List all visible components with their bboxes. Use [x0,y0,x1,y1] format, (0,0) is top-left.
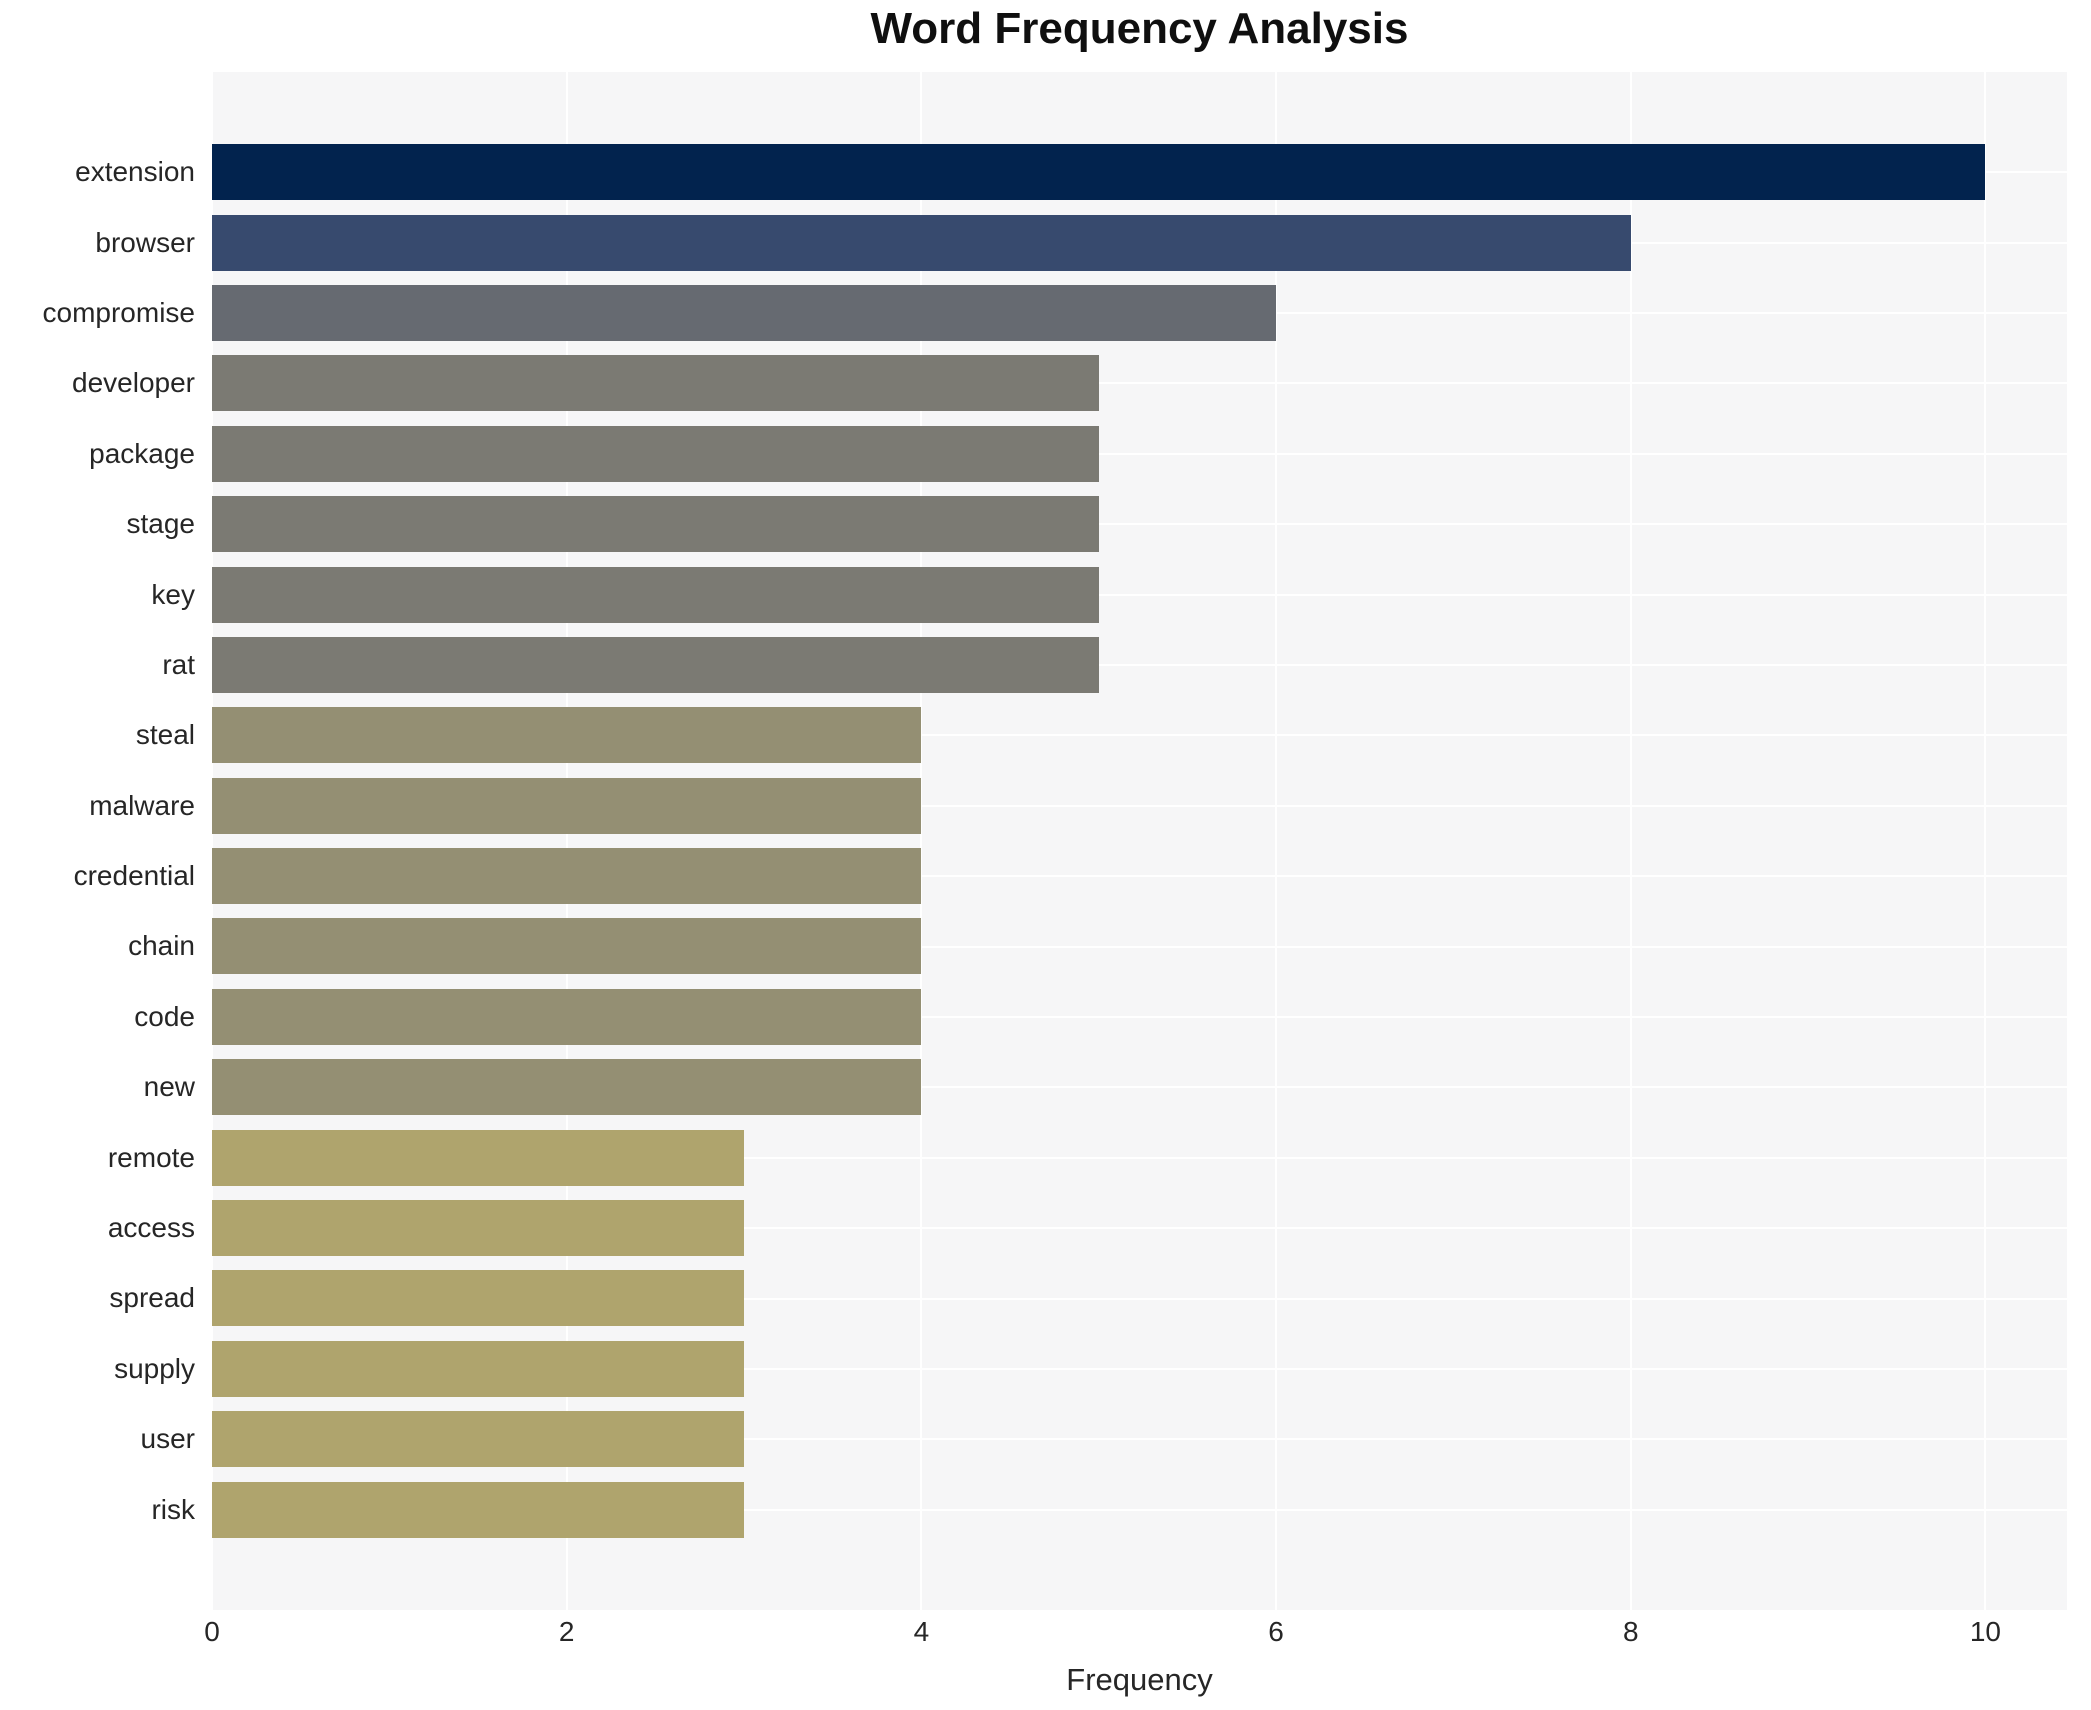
y-tick-label-developer: developer [72,367,195,399]
bar-row [212,207,2067,277]
horizontal-gridline [212,734,2067,737]
y-tick-label-spread: spread [109,1282,195,1314]
x-tick-label-4: 4 [913,1616,930,1647]
bar-malware [212,777,922,834]
y-tick-label-browser: browser [95,226,195,258]
y-tick-label-risk: risk [151,1493,195,1525]
horizontal-gridline [212,523,2067,526]
bar-supply [212,1340,745,1397]
bar-developer [212,355,1099,412]
horizontal-gridline [212,1086,2067,1089]
bar-new [212,1059,922,1116]
horizontal-gridline [212,1368,2067,1370]
bar-extension [212,144,1986,201]
horizontal-gridline [212,1016,2067,1018]
bar-chain [212,918,922,975]
horizontal-gridline [212,1508,2067,1511]
horizontal-gridline [212,1156,2067,1159]
vertical-gridline [565,72,568,1610]
x-tick-label-8: 8 [1622,1616,1639,1647]
bar-row [212,1122,2067,1192]
y-tick-label-code: code [134,1000,195,1032]
bar-browser [212,214,1631,271]
y-axis-tick-labels: extension browser compromise developer packa… [0,72,195,1610]
bar-row [212,982,2067,1052]
bar-row [212,1474,2067,1544]
bar-rat [212,636,1099,693]
bar-row [212,1263,2067,1333]
bar-package [212,425,1099,482]
bar-row [212,841,2067,911]
bar-spread [212,1270,745,1327]
horizontal-gridline [212,945,2067,948]
bar-stage [212,496,1099,553]
x-tick-label-6: 6 [1268,1616,1284,1647]
bar-steal [212,707,922,764]
y-tick-label-user: user [140,1423,195,1455]
bar-credential [212,848,922,905]
y-tick-label-access: access [107,1212,195,1244]
horizontal-gridline [212,1438,2067,1441]
horizontal-gridline [212,1227,2067,1230]
horizontal-gridline [212,382,2067,385]
bar-code [212,988,922,1045]
bar-row [212,1193,2067,1263]
y-tick-label-rat: rat [162,648,195,680]
bar-row [212,559,2067,629]
bar-row [212,700,2067,770]
horizontal-gridline [212,664,2067,666]
bar-row [212,419,2067,489]
horizontal-gridline [212,875,2067,878]
y-tick-label-credential: credential [73,860,195,892]
x-tick-label-10: 10 [1969,1616,2001,1647]
bar-row [212,771,2067,841]
horizontal-gridline [212,1297,2067,1300]
y-tick-label-compromise: compromise [42,296,195,328]
bars-container [212,72,2067,1610]
bar-user [212,1411,745,1468]
x-tick-label-0: 0 [204,1616,220,1647]
y-tick-label-steal: steal [135,719,195,751]
bar-remote [212,1129,745,1186]
vertical-gridline [212,72,213,1610]
vertical-gridline [1984,72,1987,1610]
y-tick-label-new: new [143,1071,195,1103]
bar-risk [212,1481,745,1538]
horizontal-gridline [212,452,2067,455]
y-tick-label-remote: remote [107,1141,195,1173]
bar-row [212,489,2067,559]
bar-row [212,348,2067,418]
vertical-gridline [1275,72,1278,1610]
vertical-gridline [920,72,923,1610]
bar-access [212,1200,745,1257]
y-tick-label-stage: stage [126,508,196,540]
chart-title: Word Frequency Analysis [870,4,1409,53]
y-tick-label-key: key [151,578,195,610]
bar-row [212,1052,2067,1122]
bar-row [212,630,2067,700]
y-tick-label-chain: chain [128,930,195,962]
vertical-gridline [1629,72,1632,1610]
bar-row [212,1404,2067,1474]
horizontal-gridline [212,593,2067,596]
bar-row [212,1334,2067,1404]
bar-compromise [212,284,1277,341]
x-axis-label: Frequency [1066,1662,1213,1697]
horizontal-gridline [212,804,2067,807]
bar-row [212,911,2067,981]
plot-area [212,72,2067,1610]
y-tick-label-supply: supply [114,1352,195,1384]
y-tick-label-malware: malware [89,789,195,821]
bar-key [212,566,1099,623]
bar-row [212,278,2067,348]
bar-row [212,137,2067,207]
y-tick-label-extension: extension [75,156,195,188]
y-tick-label-package: package [89,437,195,469]
x-tick-label-2: 2 [558,1616,575,1647]
